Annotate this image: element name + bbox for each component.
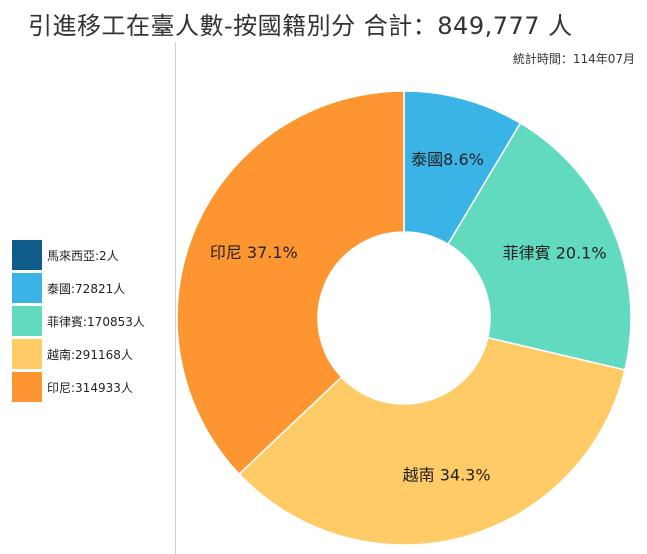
vertical-divider [175, 42, 176, 554]
slice-vietnam[interactable] [238, 336, 626, 546]
slice-indonesia[interactable] [176, 90, 405, 476]
slice-label-philippines: 菲律賓 20.1% [503, 244, 607, 263]
slice-philippines[interactable] [447, 122, 632, 371]
legend-swatch-thailand [12, 273, 42, 303]
legend-label-philippines: 菲律賓:170853人 [47, 314, 145, 329]
legend-label-vietnam: 越南:291168人 [47, 347, 133, 362]
legend-label-thailand: 泰國:72821人 [47, 281, 126, 296]
slice-label-thailand: 泰國8.6% [411, 150, 484, 169]
legend-item-philippines[interactable]: 菲律賓:170853人 [12, 306, 162, 336]
legend-item-thailand[interactable]: 泰國:72821人 [12, 273, 162, 303]
legend: 馬來西亞:2人 泰國:72821人 菲律賓:170853人 越南:291168人… [12, 240, 162, 405]
statistics-time: 統計時間：114年07月 [512, 52, 635, 66]
legend-swatch-vietnam [12, 339, 42, 369]
legend-swatch-indonesia [12, 372, 42, 402]
legend-swatch-philippines [12, 306, 42, 336]
legend-item-vietnam[interactable]: 越南:291168人 [12, 339, 162, 369]
legend-item-indonesia[interactable]: 印尼:314933人 [12, 372, 162, 402]
legend-label-malaysia: 馬來西亞:2人 [47, 248, 119, 263]
slice-label-indonesia: 印尼 37.1% [210, 243, 298, 262]
legend-item-malaysia[interactable]: 馬來西亞:2人 [12, 240, 162, 270]
legend-swatch-malaysia [12, 240, 42, 270]
slice-label-vietnam: 越南 34.3% [403, 465, 491, 484]
chart-title: 引進移工在臺人數-按國籍別分 合計：849,777 人 [28, 12, 573, 40]
legend-label-indonesia: 印尼:314933人 [47, 380, 133, 395]
